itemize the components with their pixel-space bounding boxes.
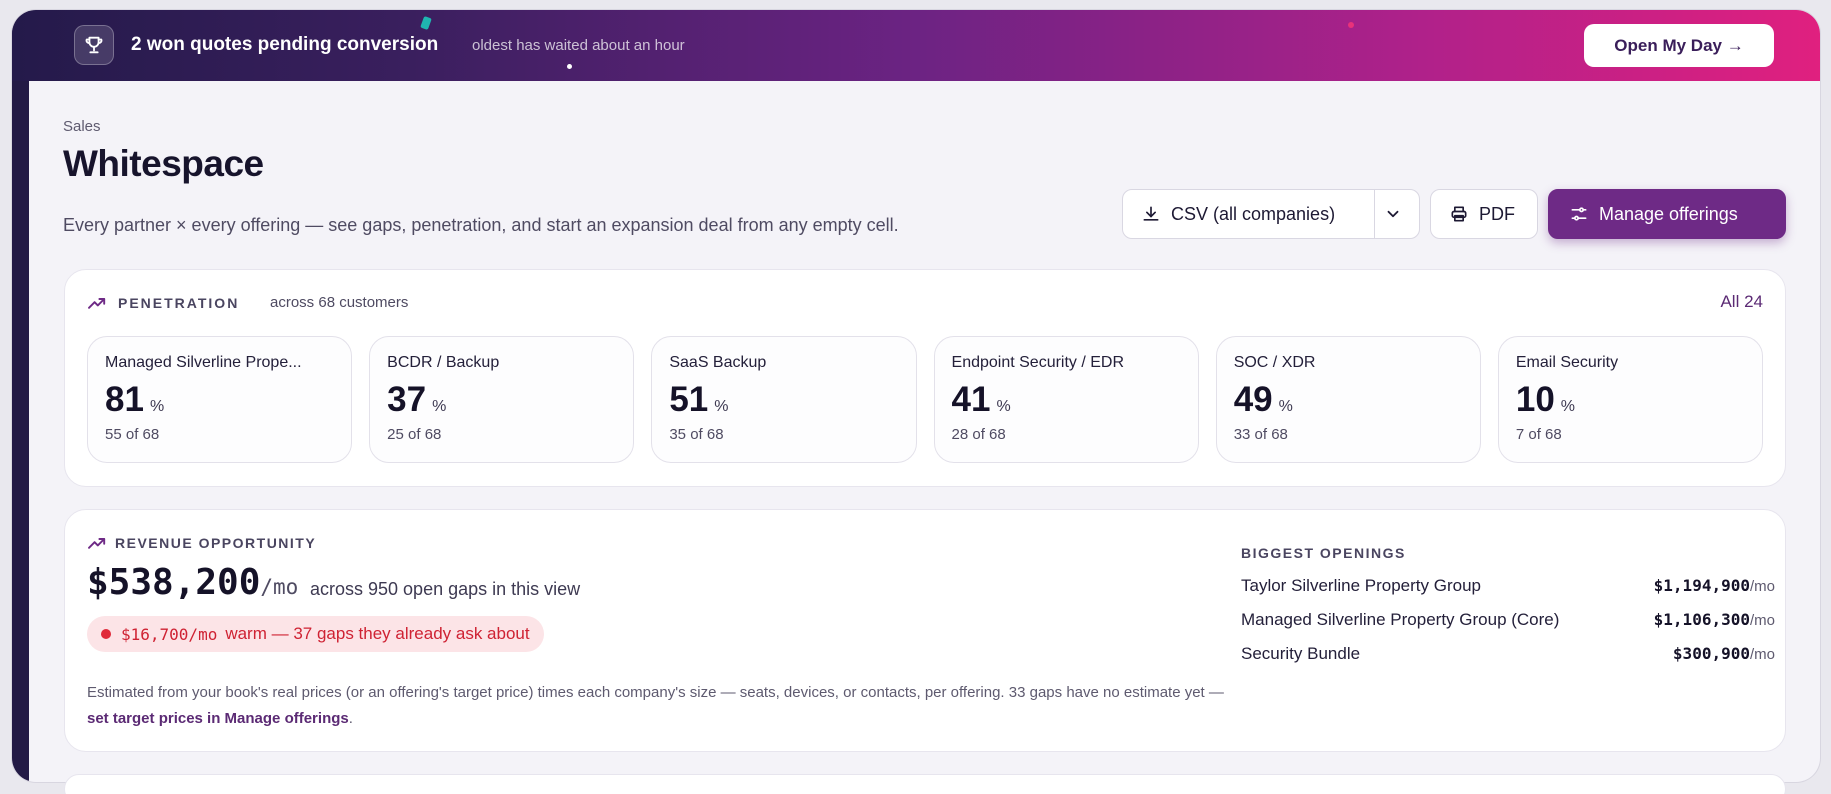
tile-count: 7 of 68	[1515, 426, 1562, 443]
tile-name: Endpoint Security / EDR	[951, 354, 1125, 371]
open-my-day-button[interactable]: Open My Day →	[1584, 24, 1774, 67]
trending-up-icon	[88, 538, 106, 549]
opening-name: Managed Silverline Property Group (Core)	[1241, 610, 1560, 629]
confetti-piece	[1348, 22, 1354, 28]
tile-percent: 81%	[105, 380, 165, 419]
penetration-tile[interactable]: BCDR / Backup 37% 25 of 68	[369, 336, 635, 463]
trophy-icon	[74, 25, 114, 65]
tile-percent: 37%	[387, 380, 447, 419]
penetration-tile[interactable]: Email Security 10% 7 of 68	[1497, 336, 1764, 463]
opening-value: $1,106,300/mo	[1653, 610, 1775, 629]
penetration-tile[interactable]: SOC / XDR 49% 33 of 68	[1215, 336, 1481, 463]
split-divider	[1374, 190, 1375, 238]
download-icon	[1143, 206, 1159, 221]
sliders-icon	[1571, 207, 1587, 221]
revenue-amount: $538,200/mo	[87, 562, 299, 603]
tile-name: SOC / XDR	[1233, 354, 1316, 371]
tile-percent: 10%	[1515, 380, 1576, 419]
left-rail	[12, 10, 29, 782]
penetration-tile[interactable]: Managed Silverline Prope... 81% 55 of 68	[87, 336, 353, 463]
penetration-tile[interactable]: Endpoint Security / EDR 41% 28 of 68	[933, 336, 1199, 463]
warm-amount: $16,700/mo	[121, 624, 218, 644]
confetti-piece	[567, 64, 572, 69]
tile-percent: 41%	[951, 380, 1011, 419]
tile-count: 28 of 68	[951, 426, 1006, 443]
penetration-label: PENETRATION	[118, 295, 240, 311]
tile-name: BCDR / Backup	[387, 354, 500, 371]
page-content: Whitespace Every partner × every offerin…	[12, 10, 1820, 794]
opening-name: Security Bundle	[1241, 644, 1361, 663]
biggest-openings-list: Taylor Silverline Property Group $1,194,…	[1241, 569, 1775, 671]
csv-export-label: CSV (all companies)	[1171, 203, 1336, 224]
all-offerings-link[interactable]: All 24	[1720, 292, 1763, 311]
pdf-export-button[interactable]: PDF	[1430, 189, 1538, 239]
manage-offerings-button[interactable]: Manage offerings	[1548, 189, 1786, 239]
penetration-tiles: Managed Silverline Prope... 81% 55 of 68…	[87, 336, 1764, 463]
conversion-banner: 2 won quotes pending conversion oldest h…	[12, 10, 1820, 81]
trending-up-icon	[88, 298, 106, 309]
tile-percent: 51%	[669, 380, 729, 419]
tile-count: 35 of 68	[669, 426, 724, 443]
penetration-subtitle: across 68 customers	[270, 294, 409, 311]
opening-value: $300,900/mo	[1672, 644, 1775, 663]
status-dot-icon	[101, 629, 111, 639]
breadcrumb[interactable]: Sales	[63, 118, 101, 135]
tile-percent: 49%	[1233, 380, 1293, 419]
tile-count: 33 of 68	[1233, 426, 1288, 443]
revenue-opportunity-card: REVENUE OPPORTUNITY $538,200/mo across 9…	[64, 509, 1786, 752]
banner-subtitle: oldest has waited about an hour	[472, 37, 685, 54]
revenue-label: REVENUE OPPORTUNITY	[115, 535, 317, 551]
banner-title: 2 won quotes pending conversion	[131, 34, 439, 55]
pdf-export-label: PDF	[1479, 203, 1515, 224]
tile-name: Email Security	[1515, 354, 1619, 371]
csv-options-toggle[interactable]	[1375, 190, 1421, 238]
opening-value: $1,194,900/mo	[1653, 576, 1775, 595]
penetration-tile[interactable]: SaaS Backup 51% 35 of 68	[651, 336, 917, 463]
revenue-note: Estimated from your book's real prices (…	[87, 684, 1224, 727]
warm-text: warm — 37 gaps they already ask about	[225, 624, 530, 643]
opening-name: Taylor Silverline Property Group	[1241, 576, 1481, 595]
csv-export-group: CSV (all companies)	[1122, 189, 1420, 239]
chevron-down-icon	[1387, 210, 1399, 218]
opening-row[interactable]: Taylor Silverline Property Group $1,194,…	[1241, 569, 1775, 603]
set-target-prices-link[interactable]: set target prices in Manage offerings	[87, 710, 349, 727]
tile-count: 25 of 68	[387, 426, 442, 443]
revenue-description: across 950 open gaps in this view	[310, 579, 581, 599]
printer-icon	[1451, 206, 1467, 222]
penetration-card: PENETRATION across 68 customers All 24 M…	[64, 269, 1786, 487]
opening-row[interactable]: Managed Silverline Property Group (Core)…	[1241, 603, 1775, 637]
csv-export-button[interactable]: CSV (all companies)	[1123, 190, 1374, 238]
warm-gaps-badge[interactable]: $16,700/mo warm — 37 gaps they already a…	[87, 616, 544, 652]
opening-row[interactable]: Security Bundle $300,900/mo	[1241, 637, 1775, 671]
manage-offerings-label: Manage offerings	[1599, 203, 1738, 224]
confetti-piece	[420, 15, 432, 31]
biggest-openings-label: BIGGEST OPENINGS	[1241, 545, 1406, 561]
tile-name: Managed Silverline Prope...	[105, 354, 302, 371]
tile-name: SaaS Backup	[669, 354, 767, 371]
tile-count: 55 of 68	[105, 426, 160, 443]
